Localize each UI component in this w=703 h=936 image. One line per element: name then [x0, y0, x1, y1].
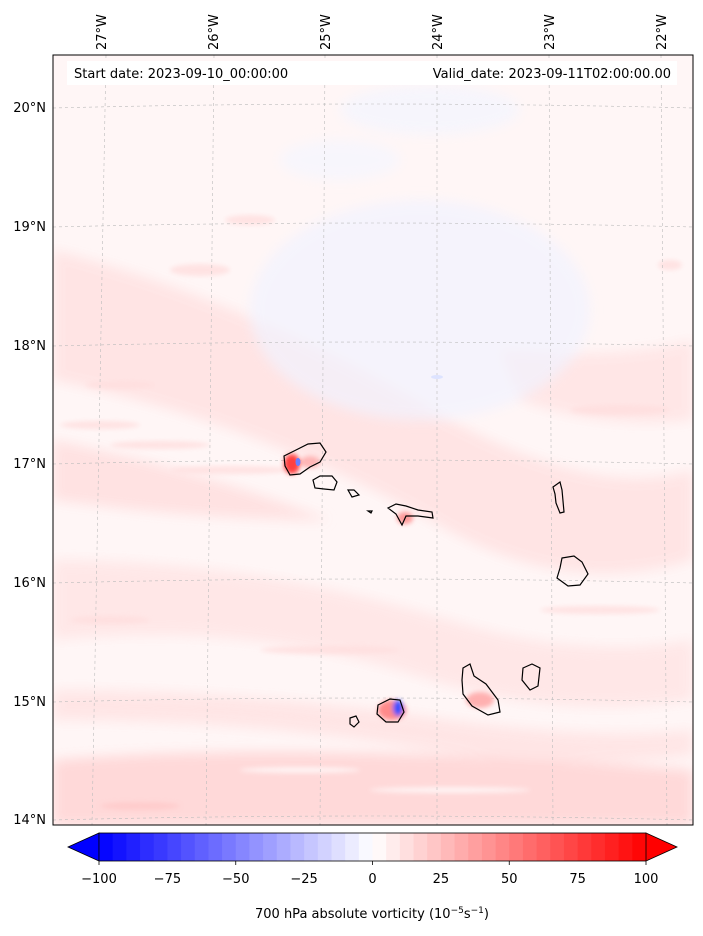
vorticity-field — [53, 55, 693, 825]
lat-label: 17°N — [13, 457, 46, 472]
colorbar-segment — [427, 833, 442, 861]
colorbar-segment — [577, 833, 592, 861]
island-sao-vicente — [312, 475, 338, 491]
colorbar-segment — [563, 833, 579, 861]
lat-label: 14°N — [13, 813, 46, 828]
start-date-text: Start date: 2023-09-10_00:00:00 — [74, 67, 288, 82]
lon-label: 23°W — [543, 14, 558, 50]
colorbar-tick-label: 100 — [634, 872, 659, 887]
colorbar-segment — [317, 833, 333, 861]
longitude-labels: 27°W 26°W 25°W 24°W 23°W 22°W — [95, 14, 670, 50]
colorbar-segment — [440, 833, 456, 861]
island-santiago — [461, 663, 501, 716]
colorbar-segment — [591, 833, 606, 861]
lon-label: 26°W — [207, 14, 222, 50]
lon-label: 24°W — [431, 14, 446, 50]
colorbar-segment — [481, 833, 497, 861]
lon-label: 22°W — [655, 14, 670, 50]
colorbar-segment — [509, 833, 524, 861]
colorbar-segment — [550, 833, 565, 861]
colorbar-tick-label: 50 — [501, 872, 518, 887]
colorbar-segment — [153, 833, 168, 861]
island-brava — [349, 715, 360, 728]
island-santo-antao — [283, 442, 327, 476]
colorbar-segment — [618, 833, 633, 861]
colorbar-segment — [413, 833, 428, 861]
colorbar-tick-label: 25 — [433, 872, 450, 887]
colorbar-segment — [372, 833, 387, 861]
map-gridlines — [53, 55, 693, 825]
lon-label: 25°W — [319, 14, 334, 50]
colorbar-segment — [345, 833, 360, 861]
colorbar-segments — [99, 833, 647, 861]
island-boa-vista — [556, 555, 589, 587]
colorbar: −100 −75 −50 −25 0 25 50 75 100 700 hPa … — [67, 832, 678, 922]
colorbar-segment — [304, 833, 319, 861]
colorbar-extend-high — [645, 832, 678, 862]
coastlines — [283, 442, 589, 728]
colorbar-ticks — [98, 861, 647, 865]
colorbar-segment — [249, 833, 264, 861]
colorbar-segment — [331, 833, 346, 861]
colorbar-segment — [358, 833, 374, 861]
colorbar-segment — [399, 833, 415, 861]
colorbar-tick-label: 0 — [368, 872, 376, 887]
island-sao-nicolau — [386, 503, 434, 527]
map-frame — [52, 54, 694, 826]
info-box — [67, 61, 677, 85]
colorbar-segment — [167, 833, 182, 861]
colorbar-segment — [290, 833, 305, 861]
colorbar-tick-label: −50 — [222, 872, 249, 887]
colorbar-segment — [468, 833, 483, 861]
colorbar-segment — [140, 833, 155, 861]
colorbar-segment — [222, 833, 237, 861]
colorbar-segment — [112, 833, 127, 861]
colorbar-title: 700 hPa absolute vorticity (10−5s−1) — [255, 906, 489, 922]
colorbar-segment — [604, 833, 620, 861]
colorbar-tick-label: 75 — [569, 872, 586, 887]
lat-label: 18°N — [13, 339, 46, 354]
lat-label: 16°N — [13, 576, 46, 591]
lon-label: 27°W — [95, 14, 110, 50]
colorbar-tick-label: −75 — [154, 872, 181, 887]
colorbar-segment — [99, 833, 114, 861]
colorbar-segment — [522, 833, 538, 861]
colorbar-segment — [181, 833, 196, 861]
colorbar-segment — [632, 833, 647, 861]
lat-label: 19°N — [13, 220, 46, 235]
colorbar-tick-label: −100 — [81, 872, 117, 887]
colorbar-segment — [208, 833, 223, 861]
colorbar-segment — [126, 833, 141, 861]
colorbar-segment — [276, 833, 292, 861]
lat-label: 15°N — [13, 695, 46, 710]
lat-label: 20°N — [13, 101, 46, 116]
colorbar-segment — [194, 833, 210, 861]
colorbar-segment — [386, 833, 401, 861]
island-fogo — [376, 698, 405, 723]
island-santa-luzia — [346, 489, 361, 498]
colorbar-segment — [495, 833, 510, 861]
colorbar-tick-label: −25 — [290, 872, 317, 887]
valid-date-text: Valid_date: 2023-09-11T02:00:00.00 — [433, 67, 671, 82]
island-maio — [521, 663, 541, 691]
island-branco — [366, 510, 373, 514]
colorbar-segment — [263, 833, 278, 861]
colorbar-extend-low — [67, 832, 100, 862]
colorbar-segment — [454, 833, 469, 861]
latitude-labels: 20°N 19°N 18°N 17°N 16°N 15°N 14°N — [13, 101, 46, 828]
island-sal — [552, 480, 565, 514]
colorbar-segment — [235, 833, 251, 861]
colorbar-segment — [536, 833, 551, 861]
